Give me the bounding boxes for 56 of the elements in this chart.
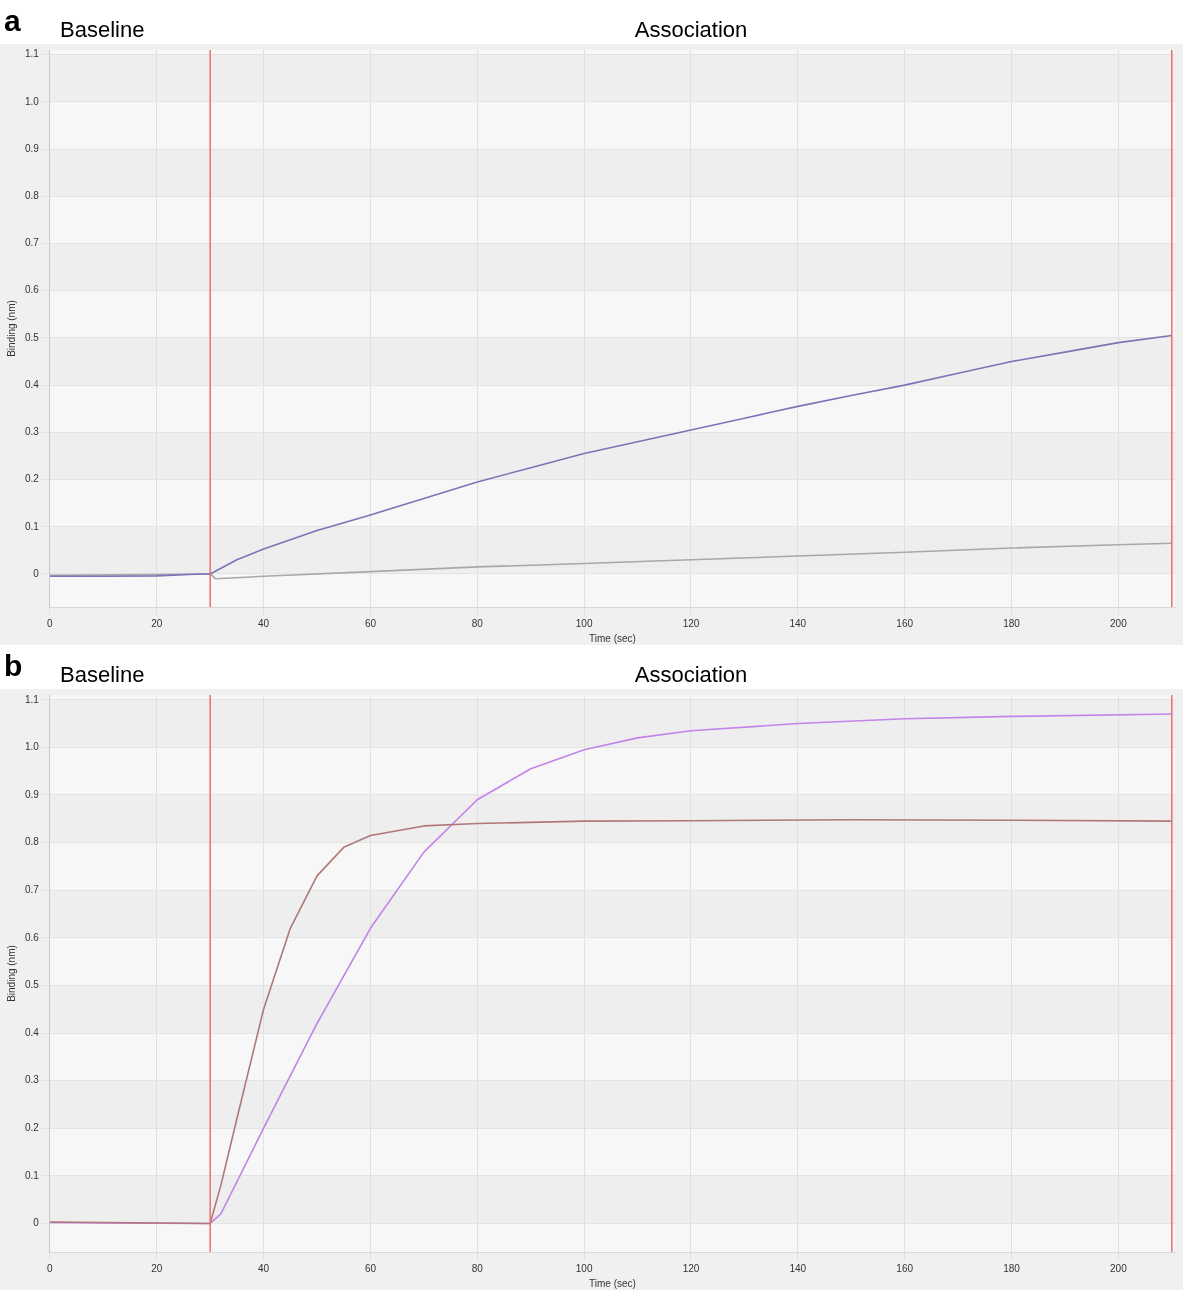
x-tick-label: 20 [151, 617, 163, 629]
x-tick-label: 120 [682, 1262, 700, 1274]
y-tick-label: 0.7 [25, 883, 40, 895]
x-tick-label: 0 [47, 1262, 54, 1274]
x-axis-title: Time (sec) [589, 1277, 636, 1289]
y-tick-label: 1.0 [25, 741, 40, 753]
y-axis-title: Binding (nm) [5, 300, 17, 357]
x-tick-label: 100 [575, 1262, 593, 1274]
y-tick-label: 0.3 [25, 426, 40, 438]
x-tick-label: 120 [682, 617, 700, 629]
x-tick-label: 100 [575, 617, 593, 629]
x-tick-label: 20 [151, 1262, 163, 1274]
y-tick-label: 0.5 [25, 979, 40, 991]
y-tick-label: 0 [33, 567, 40, 579]
y-tick-label: 0.9 [25, 788, 40, 800]
y-tick-label: 0.2 [25, 473, 40, 485]
x-tick-label: 140 [789, 617, 807, 629]
x-tick-label: 200 [1110, 1262, 1128, 1274]
x-tick-label: 140 [789, 1262, 807, 1274]
y-tick-label: 0.5 [25, 331, 40, 343]
y-tick-label: 1.1 [25, 693, 40, 705]
text: Baseline [60, 17, 145, 43]
y-tick-label: 1.1 [25, 48, 40, 60]
y-tick-label: 1.0 [25, 95, 40, 107]
y-tick-label: 0.9 [25, 142, 40, 154]
y-tick-label: 0.1 [25, 520, 40, 532]
x-tick-label: 0 [47, 617, 54, 629]
x-tick-label: 160 [896, 1262, 914, 1274]
y-tick-label: 0.7 [25, 237, 40, 249]
x-tick-label: 180 [1003, 617, 1021, 629]
y-tick-label: 0.8 [25, 836, 40, 848]
x-tick-label: 60 [364, 617, 377, 629]
y-tick-label: 0.3 [25, 1074, 40, 1086]
x-tick-label: 40 [258, 1262, 270, 1274]
x-tick-label: 160 [896, 617, 914, 629]
y-tick-label: 0.8 [25, 190, 40, 202]
x-tick-label: 80 [471, 1262, 484, 1274]
text: Baseline [60, 662, 145, 688]
y-tick-label: 0.1 [25, 1169, 40, 1181]
y-tick-label: 0 [33, 1217, 40, 1229]
chart-title: a [4, 4, 21, 38]
x-tick-label: 200 [1110, 617, 1128, 629]
y-tick-label: 0.6 [25, 931, 40, 943]
x-tick-label: 80 [471, 617, 484, 629]
y-tick-label: 0.6 [25, 284, 40, 296]
y-tick-label: 0.4 [25, 378, 40, 390]
text: Association [634, 662, 748, 688]
x-axis-title: Time (sec) [589, 632, 636, 644]
x-tick-label: 60 [364, 1262, 377, 1274]
x-tick-label: 40 [258, 617, 270, 629]
y-axis-title: Binding (nm) [5, 945, 17, 1002]
y-tick-label: 0.2 [25, 1121, 40, 1133]
chart-title: b [4, 649, 23, 683]
y-tick-label: 0.4 [25, 1026, 40, 1038]
text: Association [634, 17, 748, 43]
x-tick-label: 180 [1003, 1262, 1021, 1274]
